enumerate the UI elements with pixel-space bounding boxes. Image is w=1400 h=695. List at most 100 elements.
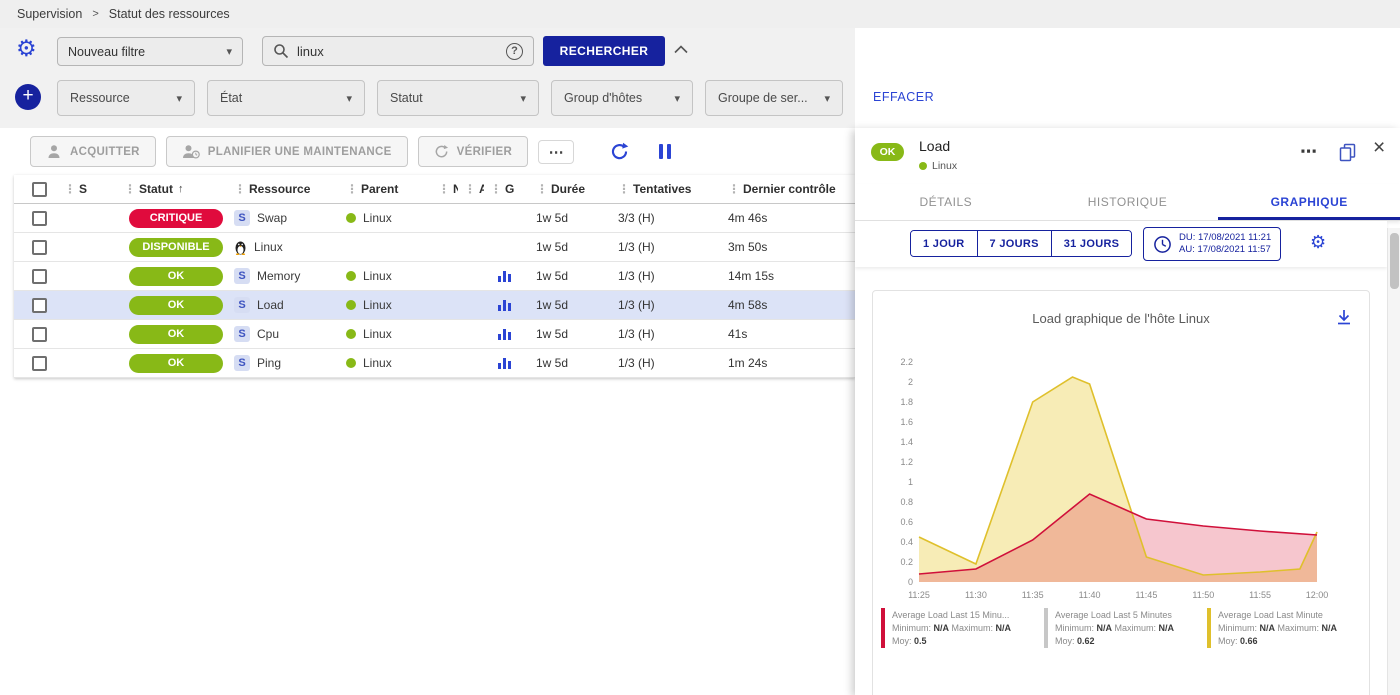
svg-text:0: 0 <box>908 577 913 587</box>
parent-name[interactable]: Linux <box>363 356 392 370</box>
column-header-s[interactable]: ⋮ S <box>58 175 118 203</box>
parent-name[interactable]: Linux <box>363 269 392 283</box>
parent-name[interactable]: Linux <box>363 298 392 312</box>
panel-scrollbar-thumb[interactable] <box>1390 233 1399 289</box>
parent-name[interactable]: Linux <box>363 327 392 341</box>
filter-dropdown-2[interactable]: Statut ▾ <box>377 80 539 116</box>
saved-filter-select[interactable]: Nouveau filtre ▾ <box>57 37 243 66</box>
search-box[interactable]: ? <box>262 36 534 66</box>
duration: 1w 5d <box>536 211 569 225</box>
graph-settings-gear-icon[interactable]: ⚙ <box>1310 232 1327 252</box>
tab-graphique[interactable]: GRAPHIQUE <box>1218 184 1400 220</box>
column-drag-icon[interactable]: ⋮ <box>728 182 740 196</box>
range-button-0[interactable]: 1 JOUR <box>911 231 977 256</box>
row-checkbox[interactable] <box>32 355 47 371</box>
table-row-linux[interactable]: DISPONIBLE Linux 1w 5d 1/3 (H) 3m 50s <box>14 233 855 262</box>
resource-name[interactable]: Swap <box>257 211 288 225</box>
row-checkbox[interactable] <box>32 268 47 284</box>
acknowledge-button[interactable]: ACQUITTER <box>30 136 156 167</box>
panel-host-name[interactable]: Linux <box>932 160 958 172</box>
date-range-picker[interactable]: DU: 17/08/2021 11:21 AU: 17/08/2021 11:5… <box>1143 227 1282 261</box>
breadcrumb-item-supervision[interactable]: Supervision <box>17 7 83 21</box>
row-checkbox[interactable] <box>32 326 47 342</box>
column-drag-icon[interactable]: ⋮ <box>536 182 548 196</box>
panel-scrollbar[interactable] <box>1387 228 1400 695</box>
filter-dropdown-1[interactable]: État ▾ <box>207 80 365 116</box>
resource-name[interactable]: Ping <box>257 356 282 370</box>
legend-item[interactable]: Average Load Last 5 Minutes Minimum: N/A … <box>1044 608 1202 648</box>
legend-min-max: Minimum: N/A Maximum: N/A <box>1218 623 1338 633</box>
tab-historique[interactable]: HISTORIQUE <box>1087 195 1168 209</box>
tab-détails[interactable]: DÉTAILS <box>919 195 973 209</box>
search-input[interactable] <box>297 43 498 59</box>
column-header-a[interactable]: ⋮ A <box>458 175 484 203</box>
legend-series-name: Average Load Last 15 Minu... <box>892 610 1010 620</box>
range-button-1[interactable]: 7 JOURS <box>976 231 1051 256</box>
filter-dropdown-0[interactable]: Ressource ▾ <box>57 80 195 116</box>
pause-icon[interactable] <box>659 144 672 159</box>
collapse-chevron-icon[interactable] <box>674 45 688 54</box>
column-drag-icon[interactable]: ⋮ <box>618 182 630 196</box>
column-drag-icon[interactable]: ⋮ <box>464 182 476 196</box>
graph-icon[interactable] <box>498 299 511 311</box>
column-drag-icon[interactable]: ⋮ <box>64 182 76 196</box>
column-drag-icon[interactable]: ⋮ <box>234 182 246 196</box>
filter-settings-gear-icon[interactable]: ⚙ <box>16 35 37 61</box>
copy-link-icon[interactable] <box>1339 143 1356 162</box>
filter-dropdown-4[interactable]: Groupe de ser... ▾ <box>705 80 843 116</box>
column-header-n[interactable]: ⋮ N <box>432 175 458 203</box>
column-drag-icon[interactable]: ⋮ <box>490 182 502 196</box>
svg-text:11:40: 11:40 <box>1079 590 1101 600</box>
resource-name[interactable]: Load <box>257 298 284 312</box>
legend-item[interactable]: Average Load Last 15 Minu... Minimum: N/A… <box>881 608 1039 648</box>
table-row-memory[interactable]: OK S Memory Linux 1w 5d 1/3 (H) 14m 15s <box>14 262 855 291</box>
svg-text:1.4: 1.4 <box>900 437 913 447</box>
resource-name[interactable]: Linux <box>254 240 283 254</box>
chart-card: Load graphique de l'hôte Linux 0 0.2 0.4 0.… <box>872 290 1370 695</box>
search-button[interactable]: RECHERCHER <box>543 36 665 66</box>
column-header-ressource[interactable]: ⋮ Ressource <box>228 175 340 203</box>
refresh-icon[interactable] <box>610 142 629 161</box>
table-row-load[interactable]: OK S Load Linux 1w 5d 1/3 (H) 4m 58s <box>14 291 855 320</box>
resource-name[interactable]: Memory <box>257 269 301 283</box>
svg-text:0.8: 0.8 <box>900 497 913 507</box>
add-filter-button[interactable]: + <box>15 84 41 110</box>
column-header-g[interactable]: ⋮ G <box>484 175 530 203</box>
graph-icon[interactable] <box>498 270 511 282</box>
check-refresh-icon <box>435 144 448 158</box>
resource-name[interactable]: Cpu <box>257 327 280 341</box>
column-drag-icon[interactable]: ⋮ <box>346 182 358 196</box>
column-label: G <box>505 182 515 196</box>
check-button[interactable]: VÉRIFIER <box>417 136 529 167</box>
parent-name[interactable]: Linux <box>363 211 392 225</box>
panel-more-icon[interactable]: ⋯ <box>1300 142 1317 161</box>
close-panel-icon[interactable]: × <box>1373 136 1386 159</box>
table-row-ping[interactable]: OK S Ping Linux 1w 5d 1/3 (H) 1m 24s <box>14 349 855 378</box>
filter-dropdown-3[interactable]: Group d'hôtes ▾ <box>551 80 693 116</box>
column-header-parent[interactable]: ⋮ Parent <box>340 175 432 203</box>
column-header-dernier contrôle[interactable]: ⋮ Dernier contrôle <box>722 175 855 203</box>
maintenance-button[interactable]: PLANIFIER UNE MAINTENANCE <box>165 136 408 167</box>
row-checkbox[interactable] <box>32 297 47 313</box>
legend-item[interactable]: Average Load Last Minute Minimum: N/A Max… <box>1207 608 1365 648</box>
column-header-statut[interactable]: ⋮ Statut ↑ <box>118 175 228 203</box>
row-checkbox[interactable] <box>32 239 47 255</box>
column-header-durée[interactable]: ⋮ Durée <box>530 175 612 203</box>
breadcrumb-item-current: Statut des ressources <box>108 7 230 21</box>
export-chart-icon[interactable] <box>1335 308 1353 326</box>
linux-host-icon <box>234 240 247 255</box>
select-all-checkbox[interactable] <box>32 181 47 197</box>
column-drag-icon[interactable]: ⋮ <box>124 182 136 196</box>
table-header: ⋮ S ⋮ Statut ↑ ⋮ Ressource ⋮ Parent ⋮ N ⋮ A ⋮ G ⋮ Durée ⋮… <box>14 175 855 204</box>
graph-icon[interactable] <box>498 357 511 369</box>
graph-icon[interactable] <box>498 328 511 340</box>
table-row-swap[interactable]: CRITIQUE S Swap Linux 1w 5d 3/3 (H) 4m 46s <box>14 204 855 233</box>
column-header-tentatives[interactable]: ⋮ Tentatives <box>612 175 722 203</box>
column-drag-icon[interactable]: ⋮ <box>438 182 450 196</box>
more-actions-button[interactable]: ⋯ <box>538 139 575 164</box>
range-button-2[interactable]: 31 JOURS <box>1050 231 1132 256</box>
clear-filters-link[interactable]: EFFACER <box>873 90 935 104</box>
table-row-cpu[interactable]: OK S Cpu Linux 1w 5d 1/3 (H) 41s <box>14 320 855 349</box>
row-checkbox[interactable] <box>32 210 47 226</box>
help-icon[interactable]: ? <box>506 42 523 60</box>
